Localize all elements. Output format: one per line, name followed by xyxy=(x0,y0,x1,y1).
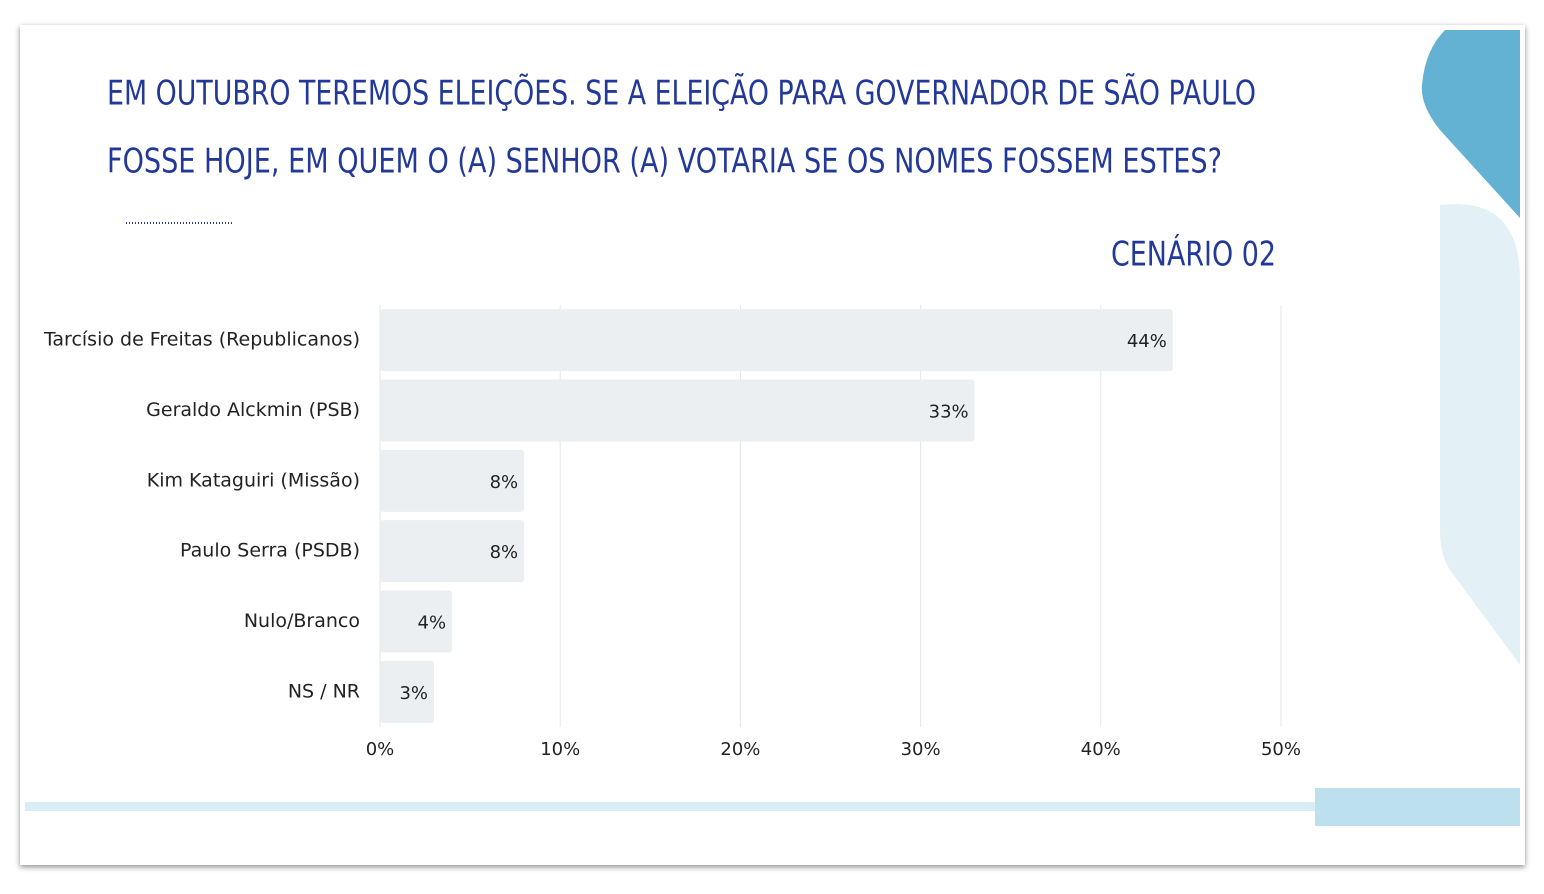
y-tick-label: Geraldo Alckmin (PSB) xyxy=(146,399,360,421)
bar xyxy=(380,379,975,442)
bar xyxy=(380,660,435,723)
chart-title: EM OUTUBRO TEREMOS ELEIÇÕES. SE A ELEIÇÃ… xyxy=(107,73,1256,114)
x-tick-label: 40% xyxy=(1081,739,1121,760)
slide-card xyxy=(20,25,1525,865)
y-tick-label: Kim Kataguiri (Missão) xyxy=(147,469,360,491)
value-label: 33% xyxy=(929,402,969,423)
x-tick-label: 50% xyxy=(1261,739,1301,760)
decor-blue xyxy=(1421,30,1520,218)
value-label: 8% xyxy=(490,542,519,563)
x-tick-label: 10% xyxy=(540,739,580,760)
y-tick-label: Paulo Serra (PSDB) xyxy=(180,540,360,562)
bar xyxy=(380,590,453,653)
bar xyxy=(380,309,1173,372)
x-tick-label: 30% xyxy=(901,739,941,760)
y-tick-label: Nulo/Branco xyxy=(244,610,360,632)
decor-stripe xyxy=(25,802,1440,811)
value-label: 8% xyxy=(490,472,519,493)
bar xyxy=(380,449,525,512)
value-label: 4% xyxy=(418,613,447,634)
value-label: 3% xyxy=(399,683,428,704)
bar xyxy=(380,520,525,583)
chart-title: FOSSE HOJE, EM QUEM O (A) SENHOR (A) VOT… xyxy=(107,142,1222,182)
y-tick-label: NS / NR xyxy=(288,680,360,702)
value-label: 44% xyxy=(1127,331,1167,352)
x-tick-label: 20% xyxy=(720,739,760,760)
decor-light xyxy=(1440,203,1520,665)
x-tick-label: 0% xyxy=(366,739,395,760)
chart-subtitle: CENÁRIO 02 xyxy=(1111,234,1276,275)
y-tick-label: Tarcísio de Freitas (Republicanos) xyxy=(43,329,360,351)
decor-block xyxy=(1315,788,1520,826)
